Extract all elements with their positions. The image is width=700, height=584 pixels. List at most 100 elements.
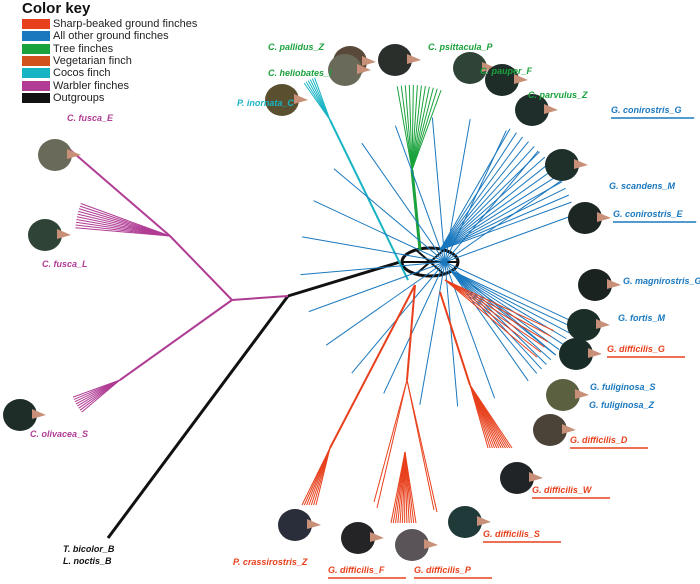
color-key-items: Sharp-beaked ground finches All other gro…	[22, 18, 197, 104]
terminal-branch	[439, 174, 559, 251]
taxon-label: P. crassirostris_Z	[233, 557, 308, 567]
taxon-label: C. pauper_F	[480, 66, 533, 76]
taxon-label: C. psittacula_P	[428, 42, 494, 52]
terminal-branch	[400, 85, 413, 171]
terminal-branch	[308, 261, 446, 313]
terminal-branch	[411, 85, 422, 171]
terminal-branch	[300, 261, 446, 276]
taxon-label: C. heliobates_I	[268, 68, 332, 78]
terminal-branch	[444, 150, 539, 263]
terminal-branch	[313, 200, 446, 263]
finch-beak	[67, 149, 81, 159]
terminal-branch	[302, 236, 446, 263]
terminal-branch	[404, 451, 417, 524]
taxon-label: G. conirostris_G	[611, 105, 682, 115]
finch-beak	[294, 94, 308, 104]
legend-label: Tree finches	[53, 42, 114, 55]
sharp-branch	[439, 291, 471, 386]
terminal-branch	[419, 261, 446, 405]
terminal-branch	[444, 279, 545, 348]
terminal-branch	[439, 187, 566, 251]
sharp-branch	[406, 284, 416, 381]
finch-head-image	[38, 139, 72, 171]
legend-label: All other ground finches	[53, 30, 169, 43]
finch-head-image	[485, 64, 519, 96]
warbler-branch	[67, 147, 171, 237]
taxon-label: G. fuliginosa_Z	[589, 400, 655, 410]
finch-beak	[482, 62, 496, 72]
taxon-label: G. difficilis_D	[570, 435, 628, 445]
warbler-branch	[231, 295, 289, 301]
taxon-label: G. fuliginosa_S	[590, 382, 656, 392]
terminal-branch	[376, 379, 408, 509]
finch-beak	[574, 159, 588, 169]
legend-label: Warbler finches	[53, 79, 130, 92]
legend-swatch	[22, 31, 50, 42]
terminal-branch	[80, 203, 171, 237]
color-key: Color key Sharp-beaked ground finches All…	[22, 0, 197, 104]
terminal-branch	[444, 261, 529, 382]
legend-item: Outgroups	[22, 92, 197, 104]
terminal-branch	[449, 269, 564, 345]
finch-head-image	[378, 44, 412, 76]
terminal-branch	[411, 88, 438, 171]
finch-beak	[424, 539, 438, 549]
terminal-branch	[444, 261, 459, 407]
finch-beak	[477, 516, 491, 526]
taxon-label: C. olivacea_S	[30, 429, 88, 439]
outgroup-branch	[106, 295, 290, 539]
terminal-branch	[439, 162, 550, 251]
terminal-branch	[361, 142, 446, 263]
finch-beak	[596, 319, 610, 329]
terminal-branch	[444, 279, 554, 332]
finch-beak	[562, 424, 576, 434]
terminal-branch	[333, 168, 446, 263]
legend-item: Sharp-beaked ground finches	[22, 18, 197, 30]
color-key-title: Color key	[22, 0, 91, 17]
terminal-branch	[72, 379, 121, 398]
terminal-branch	[411, 86, 430, 171]
terminal-branch	[444, 119, 471, 263]
taxon-label: C. fusca_L	[42, 259, 88, 269]
terminal-branch	[444, 279, 542, 353]
finch-beak	[588, 348, 602, 358]
terminal-branch	[449, 269, 573, 328]
terminal-branch	[439, 128, 511, 251]
taxon-label: P. inornata_C	[237, 98, 294, 108]
finch-head-image	[453, 52, 487, 84]
legend-item: Tree finches	[22, 43, 197, 55]
finch-head-image	[500, 462, 534, 494]
finch-beak	[362, 56, 376, 66]
terminal-branch	[444, 279, 549, 343]
finch-head-image	[533, 414, 567, 446]
taxon-label: G. difficilis_W	[532, 485, 593, 495]
legend-item: Cocos finch	[22, 67, 197, 79]
terminal-branch	[408, 85, 413, 171]
taxon-label: G. fortis_M	[618, 313, 666, 323]
terminal-branch	[444, 261, 577, 324]
terminal-branch	[314, 77, 331, 121]
sharp-branch	[329, 284, 416, 449]
legend-swatch	[22, 43, 50, 54]
finch-head-image	[578, 269, 612, 301]
finch-beak	[514, 74, 528, 84]
terminal-branch	[439, 146, 535, 251]
finch-head-image	[328, 54, 362, 86]
finch-beak	[32, 409, 46, 419]
terminal-branch	[449, 269, 552, 361]
terminal-branch	[411, 85, 426, 171]
taxon-label: C. fusca_E	[67, 113, 114, 123]
terminal-branch	[439, 181, 563, 251]
terminal-branch	[383, 261, 446, 394]
legend-item: Vegetarian finch	[22, 55, 197, 67]
terminal-branch	[449, 269, 560, 350]
terminal-branch	[431, 117, 446, 263]
taxon-label: G. difficilis_F	[328, 565, 385, 575]
finch-beak	[407, 54, 421, 64]
terminal-branch	[411, 89, 442, 171]
terminal-branch	[325, 261, 446, 346]
terminal-branch	[444, 279, 552, 337]
terminal-branch	[444, 178, 565, 263]
legend-swatch	[22, 19, 50, 30]
terminal-branch	[444, 211, 582, 263]
